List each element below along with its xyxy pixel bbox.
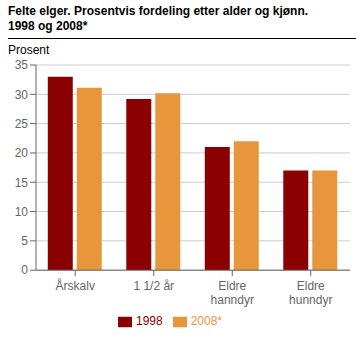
html-text:2008*: 2008* — [190, 314, 222, 329]
html-text:1998: 1998 — [136, 314, 163, 329]
svg-text:10: 10 — [15, 205, 29, 219]
html-text:1998 og 2008*: 1998 og 2008* — [8, 19, 88, 33]
svg-text:1 1/2 år: 1 1/2 år — [133, 279, 174, 293]
svg-text:Eldrehunndyr: Eldrehunndyr — [289, 279, 332, 307]
svg-text:35: 35 — [15, 58, 29, 72]
svg-text:15: 15 — [15, 176, 29, 190]
svg-text:Årskalv: Årskalv — [56, 278, 95, 293]
html-text:Felte elger. Prosentvis fordel: Felte elger. Prosentvis fordeling etter … — [8, 4, 309, 18]
svg-text:0: 0 — [21, 263, 28, 277]
svg-text:30: 30 — [15, 88, 29, 102]
html-text:Prosent: Prosent — [8, 43, 50, 57]
svg-text:20: 20 — [15, 146, 29, 160]
svg-text:Eldrehanndyr: Eldrehanndyr — [211, 279, 254, 307]
svg-text:5: 5 — [21, 234, 28, 248]
svg-text:25: 25 — [15, 117, 29, 131]
